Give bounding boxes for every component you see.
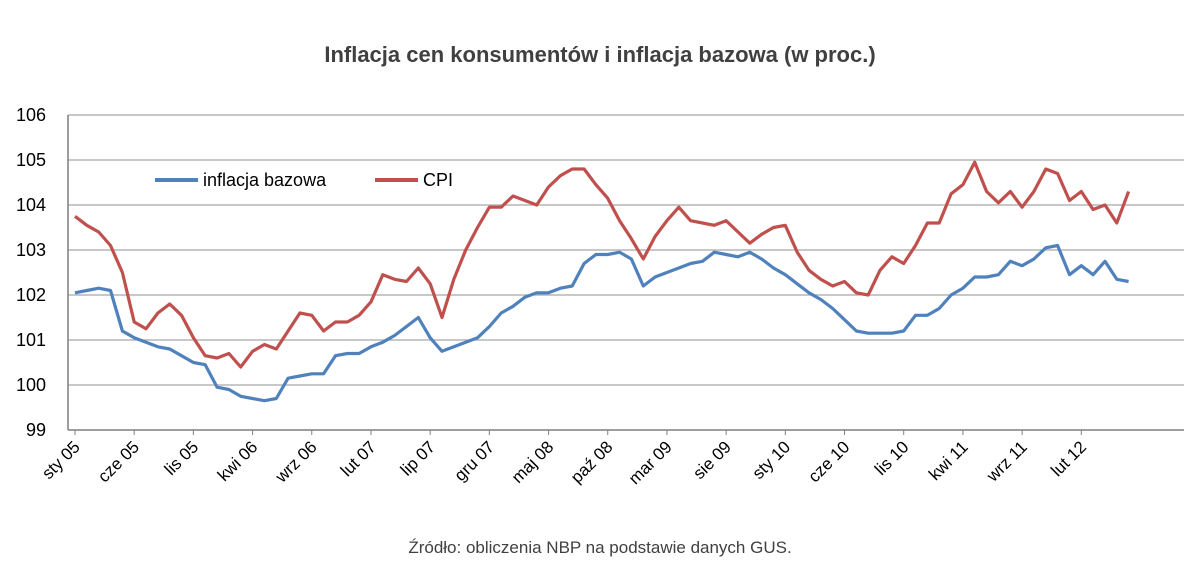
x-tick-label: sie 09 [689, 437, 735, 483]
y-tick-label: 101 [16, 330, 46, 350]
chart-title: Inflacja cen konsumentów i inflacja bazo… [324, 42, 876, 67]
y-tick-label: 104 [16, 195, 46, 215]
legend-label-inflacja-bazowa: inflacja bazowa [203, 170, 327, 190]
x-tick-label: sty 10 [749, 437, 795, 483]
x-tick-label: lut 12 [1047, 437, 1090, 480]
y-tick-label: 103 [16, 240, 46, 260]
x-tick-label: lis 10 [871, 437, 912, 478]
x-tick-label: wrz 06 [271, 437, 321, 487]
series-line-cpi [74, 160, 1131, 369]
x-tick-label: lut 07 [337, 437, 380, 480]
x-tick-label: cze 05 [94, 437, 143, 486]
x-tick-label: lis 05 [161, 437, 202, 478]
source-note: Źródło: obliczenia NBP na podstawie dany… [408, 538, 792, 557]
y-tick-label: 102 [16, 285, 46, 305]
series-line-inflacja-bazowa [74, 243, 1129, 403]
y-tick-label: 106 [16, 105, 46, 125]
x-tick-label: kwi 06 [214, 437, 262, 485]
y-tick-label: 100 [16, 375, 46, 395]
x-tick-label: sty 05 [38, 437, 84, 483]
y-tick-label: 99 [26, 420, 46, 440]
x-tick-labels: sty 05 cze 05 lis 05 kwi 06 wrz 06 lut 07 lip … [38, 437, 1090, 488]
x-tick-label: cze 10 [804, 437, 853, 486]
x-tick-label: paź 08 [567, 437, 617, 487]
x-tick-label: maj 08 [508, 437, 558, 487]
x-tick-label: wrz 11 [982, 437, 1031, 486]
x-tick-label: kwi 11 [925, 437, 972, 484]
gridlines [68, 114, 1184, 386]
x-tick-label: lip 07 [397, 437, 439, 479]
legend-label-cpi: CPI [423, 170, 453, 190]
series-lines [74, 160, 1131, 403]
axes [67, 115, 1184, 435]
y-tick-label: 105 [16, 150, 46, 170]
y-tick-labels: 99 100 101 102 103 104 105 106 [16, 105, 46, 440]
legend: inflacja bazowa CPI [155, 170, 453, 190]
x-tick-label: gru 07 [451, 437, 499, 485]
x-tick-label: mar 09 [625, 437, 676, 488]
